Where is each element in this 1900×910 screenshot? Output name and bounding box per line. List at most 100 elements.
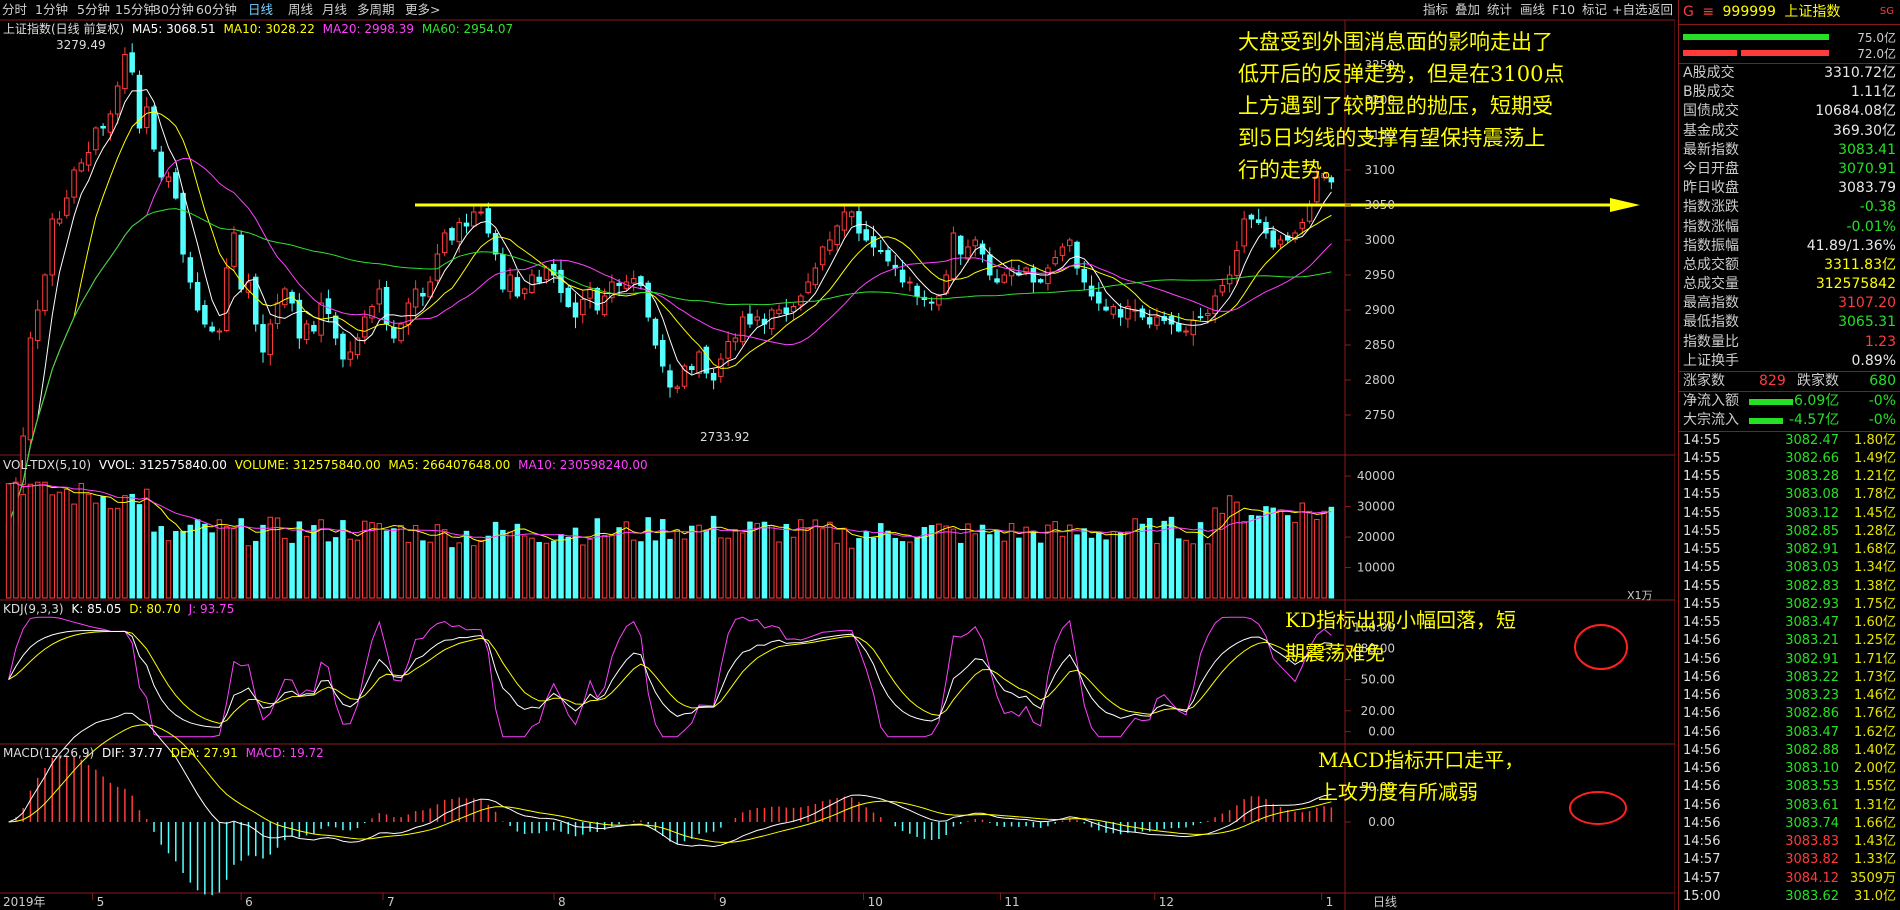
volume-bar [13, 481, 19, 599]
volume-bar [56, 491, 63, 599]
period-tab-5[interactable]: 60分钟 [196, 2, 237, 17]
sell-strength-bar-right [1741, 50, 1829, 56]
volume-bar [85, 493, 92, 599]
volume-bar [412, 524, 419, 599]
toolbar-button-3[interactable]: 画线 [1520, 2, 1546, 17]
candle [209, 326, 215, 332]
volume-bar [180, 530, 186, 599]
candle [449, 228, 455, 241]
candle [158, 151, 165, 178]
period-tab-9[interactable]: 多周期 [357, 2, 395, 17]
volume-bar [1263, 506, 1269, 599]
candle [1088, 285, 1095, 297]
price-tick: 3200 [1364, 93, 1395, 107]
volume-bar [122, 495, 128, 599]
volume-bar [521, 535, 528, 599]
volume-header: VOL-TDX(5,10) VVOL: 312575840.00 VOLUME:… [3, 458, 648, 472]
period-tab-10[interactable]: 更多> [405, 2, 441, 17]
toolbar-button-6[interactable]: +自选 [1612, 2, 1648, 17]
candle [572, 302, 579, 318]
candle [296, 299, 303, 339]
volume-bar [630, 539, 637, 599]
candle [1248, 214, 1255, 220]
main-chart-header: 上证指数(日线 前复权) MA5: 3068.51 MA10: 3028.22 … [3, 20, 513, 38]
volume-bar [761, 521, 768, 599]
candle [754, 316, 760, 321]
candle [689, 366, 695, 370]
ma5-readout: MA5: 3068.51 [132, 22, 216, 36]
toolbar-button-4[interactable]: F10 [1552, 2, 1576, 17]
candle [1328, 177, 1335, 183]
candle [1183, 330, 1189, 333]
candle [1197, 316, 1204, 319]
volume-bar [732, 528, 739, 599]
volume-bar [1096, 532, 1102, 599]
candle [456, 222, 462, 243]
candle [1212, 295, 1218, 315]
sell-strength-bar-left [1683, 50, 1737, 56]
candle [674, 386, 681, 389]
high-point-label: 3279.49 [56, 38, 106, 52]
period-tab-3[interactable]: 15分钟 [115, 2, 156, 17]
volume-bar [710, 515, 717, 599]
candle [202, 305, 208, 325]
volume-bar [514, 523, 521, 599]
toolbar-button-7[interactable]: 返回 [1648, 2, 1674, 17]
volume-bar [405, 541, 412, 599]
volume-bar [536, 541, 542, 599]
fund-flow-list: 净流入额 -6.09亿 -0% 大宗流入 -4.57亿 -0% [1679, 392, 1900, 432]
period-tab-8[interactable]: 月线 [322, 2, 348, 17]
tick-row: 15:00 3083.62 31.0亿 [1683, 888, 1896, 904]
candle [107, 113, 114, 133]
volume-bar [202, 523, 208, 599]
volume-bar [1117, 532, 1124, 599]
candle [725, 341, 731, 359]
candle [151, 106, 157, 150]
date-tick: 10 [868, 895, 883, 909]
toolbar-button-0[interactable]: 指标 [1423, 2, 1449, 17]
candle [1066, 239, 1073, 247]
toolbar-button-1[interactable]: 叠加 [1455, 2, 1481, 17]
candle [282, 288, 288, 306]
volume-bar [1154, 542, 1160, 599]
period-tab-7[interactable]: 周线 [288, 2, 314, 17]
ma20-readout: MA20: 2998.39 [322, 22, 414, 36]
volume-bar [1255, 515, 1262, 599]
candle [972, 239, 978, 247]
toolbar-button-2[interactable]: 统计 [1487, 2, 1513, 17]
kline-chart-area[interactable]: 3250 3200 3150 3100 3050 3000 2950 2900 2850 2800… [0, 0, 1675, 910]
kdj-j-line [8, 616, 1332, 738]
volume-bar [78, 482, 85, 599]
volume-bar [856, 538, 862, 599]
volume-bar [841, 527, 848, 599]
candle [1255, 219, 1262, 224]
candle [928, 301, 935, 304]
candle [1270, 230, 1276, 248]
volume-bar [718, 537, 724, 599]
volume-bar [5, 483, 12, 599]
volume-bar [1132, 518, 1138, 599]
volume-tick: 30000 [1357, 500, 1395, 514]
flow-row-0: 净流入额 -6.09亿 -0% [1683, 393, 1896, 410]
period-tab-6[interactable]: 日线 [248, 2, 274, 17]
tick-list[interactable]: 14:55 3082.47 1.80亿 14:55 3082.66 1.49亿 14:55 3… [1679, 432, 1900, 907]
volume-bar [1241, 521, 1247, 599]
period-tab-0[interactable]: 分时 [2, 2, 28, 17]
candle [354, 337, 361, 356]
flow-row-1: 大宗流入 -4.57亿 -0% [1683, 412, 1896, 429]
candle [231, 232, 237, 267]
toolbar-button-5[interactable]: 标记 [1582, 2, 1608, 17]
candle [834, 225, 840, 246]
price-tick: 2800 [1364, 373, 1395, 387]
price-tick: 3150 [1364, 128, 1395, 142]
price-tick: 2750 [1364, 408, 1395, 422]
advance-decline-row: 涨家数 829 跌家数 680 [1679, 372, 1900, 393]
candle [369, 306, 375, 319]
kdj-d-line [8, 631, 1332, 724]
tick-row: 14:56 3083.21 1.25亿 [1683, 633, 1896, 649]
period-tab-2[interactable]: 5分钟 [77, 2, 110, 17]
period-tab-1[interactable]: 1分钟 [35, 2, 68, 17]
volume-bar [463, 530, 470, 599]
candle [1023, 267, 1029, 273]
period-tab-4[interactable]: 30分钟 [153, 2, 194, 17]
